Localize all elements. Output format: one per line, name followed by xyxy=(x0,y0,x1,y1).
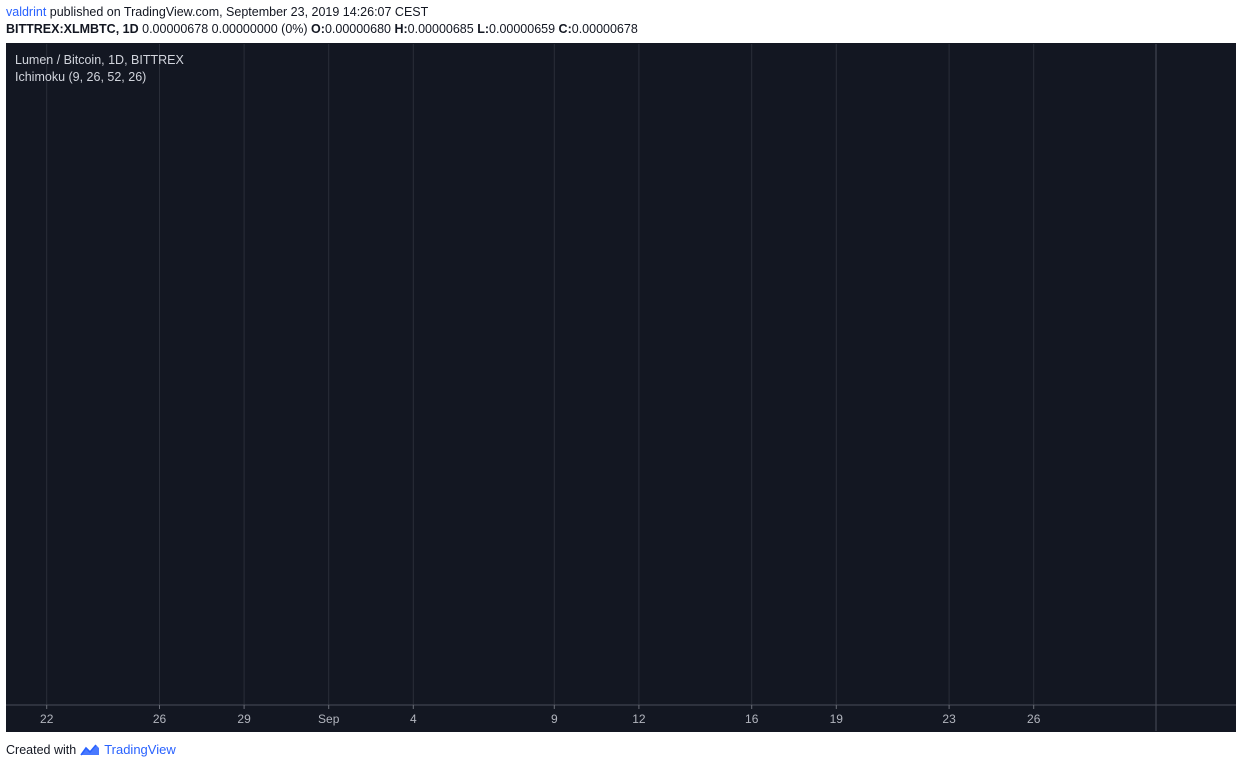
publish-info: valdrint published on TradingView.com, S… xyxy=(6,5,428,19)
x-tick-label: 22 xyxy=(40,712,54,726)
pair-legend: Lumen / Bitcoin, 1D, BITTREX xyxy=(15,53,184,67)
close-value: 0.00000678 xyxy=(571,22,638,36)
x-tick-label: 23 xyxy=(942,712,956,726)
indicator-legend[interactable]: Ichimoku (9, 26, 52, 26) xyxy=(15,70,147,84)
close-label: C: xyxy=(558,22,572,36)
open-value: 0.00000680 xyxy=(324,22,391,36)
author-link[interactable]: valdrint xyxy=(6,5,47,19)
high-label: H: xyxy=(394,22,408,36)
ohlc-header: BITTREX:XLMBTC, 1D 0.00000678 0.00000000… xyxy=(6,22,638,36)
x-tick-label: 9 xyxy=(551,712,558,726)
last-price: 0.00000678 xyxy=(142,22,209,36)
low-value: 0.00000659 xyxy=(489,22,556,36)
footer: Created with TradingView xyxy=(6,742,176,757)
open-label: O: xyxy=(311,22,325,36)
x-tick-label: 29 xyxy=(237,712,251,726)
x-tick-label: 19 xyxy=(830,712,844,726)
x-tick-label: Sep xyxy=(318,712,340,726)
price-change: 0.00000000 (0%) xyxy=(211,22,308,36)
tradingview-brand-link[interactable]: TradingView xyxy=(104,742,176,757)
x-tick-label: 26 xyxy=(1027,712,1041,726)
symbol-label: BITTREX:XLMBTC, 1D xyxy=(6,22,139,36)
created-with-label: Created with xyxy=(6,742,77,757)
chart-background xyxy=(6,43,1236,732)
tradingview-logo-icon xyxy=(80,743,100,755)
x-tick-label: 12 xyxy=(632,712,646,726)
high-value: 0.00000685 xyxy=(407,22,474,36)
x-tick-label: 26 xyxy=(153,712,167,726)
x-tick-label: 16 xyxy=(745,712,759,726)
x-tick-label: 4 xyxy=(410,712,417,726)
low-label: L: xyxy=(477,22,490,36)
publish-text: published on TradingView.com, September … xyxy=(49,5,429,19)
